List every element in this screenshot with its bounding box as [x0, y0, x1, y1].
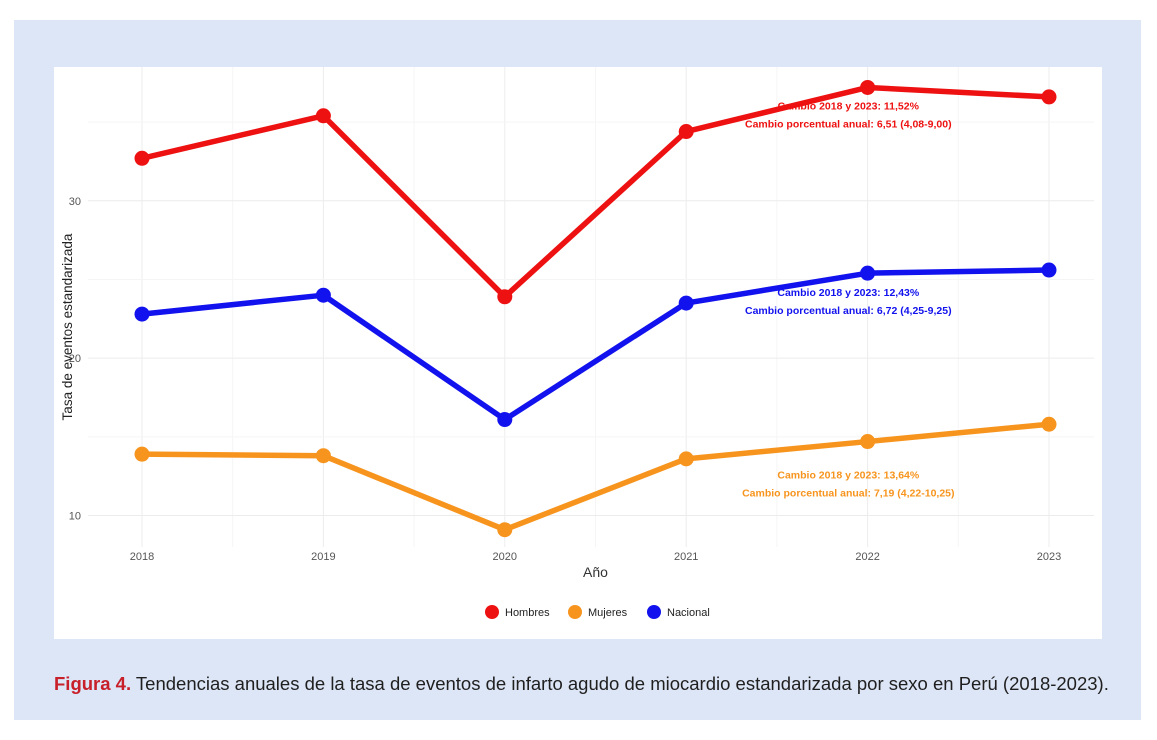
legend: Hombres Mujeres Nacional	[485, 605, 710, 619]
series-line-nacional	[139, 267, 1052, 423]
data-point-hombres	[860, 79, 876, 95]
y-axis-label: Tasa de eventos estandarizada	[60, 233, 75, 420]
data-point-mujeres	[315, 448, 331, 464]
x-tick-label: 2018	[130, 551, 154, 563]
figure-caption: Figura 4. Tendencias anuales de la tasa …	[54, 673, 1109, 695]
legend-swatch-hombres	[485, 605, 499, 619]
data-point-nacional	[678, 295, 694, 311]
annotation-mujeres: Cambio porcentual anual: 7,19 (4,22-10,2…	[742, 488, 954, 500]
x-tick-label: 2020	[493, 551, 517, 563]
data-point-hombres	[678, 124, 694, 140]
series-lines	[139, 84, 1052, 533]
x-axis-label: Año	[583, 564, 608, 580]
legend-label-hombres: Hombres	[505, 607, 550, 619]
plot-card	[54, 67, 1102, 639]
data-point-mujeres	[678, 451, 694, 467]
axis-labels: 2018 2019 2020 2021 2022 2023 10 20 30 Año Tasa de…	[60, 196, 1061, 580]
annotation-hombres: Cambio porcentual anual: 6,51 (4,08-9,00…	[745, 118, 952, 130]
data-point-nacional	[315, 287, 331, 303]
figure-label: Figura 4.	[54, 673, 132, 694]
x-tick-label: 2021	[674, 551, 698, 563]
series-points	[134, 79, 1057, 538]
chart-annotations: Cambio 2018 y 2023: 11,52% Cambio porcent…	[742, 100, 954, 499]
data-point-hombres	[315, 108, 331, 124]
data-point-nacional	[134, 306, 150, 322]
data-point-mujeres	[860, 434, 876, 450]
series-line-mujeres	[139, 421, 1052, 533]
data-point-nacional	[860, 265, 876, 281]
figure-caption-text: Tendencias anuales de la tasa de eventos…	[135, 673, 1109, 694]
data-point-hombres	[497, 289, 513, 305]
data-point-mujeres	[497, 522, 513, 538]
data-point-mujeres	[1041, 416, 1057, 432]
legend-label-mujeres: Mujeres	[588, 607, 628, 619]
x-tick-label: 2022	[855, 551, 879, 563]
data-point-nacional	[1041, 262, 1057, 278]
annotation-mujeres: Cambio 2018 y 2023: 13,64%	[777, 470, 920, 482]
data-point-hombres	[134, 150, 150, 166]
annotation-hombres: Cambio 2018 y 2023: 11,52%	[778, 100, 920, 112]
legend-swatch-mujeres	[568, 605, 582, 619]
legend-swatch-nacional	[647, 605, 661, 619]
x-tick-label: 2023	[1037, 551, 1061, 563]
data-point-hombres	[1041, 89, 1057, 105]
legend-label-nacional: Nacional	[667, 607, 710, 619]
y-tick-label: 30	[69, 196, 81, 208]
x-tick-label: 2019	[311, 551, 335, 563]
data-point-mujeres	[134, 446, 150, 462]
data-point-nacional	[497, 412, 513, 428]
y-tick-label: 10	[69, 511, 81, 523]
annotation-nacional: Cambio 2018 y 2023: 12,43%	[777, 287, 920, 299]
line-chart: Cambio 2018 y 2023: 11,52% Cambio porcent…	[60, 67, 1094, 619]
y-tick-label: 20	[69, 353, 81, 365]
annotation-nacional: Cambio porcentual anual: 6,72 (4,25-9,25…	[745, 305, 952, 317]
series-line-hombres	[139, 84, 1052, 300]
